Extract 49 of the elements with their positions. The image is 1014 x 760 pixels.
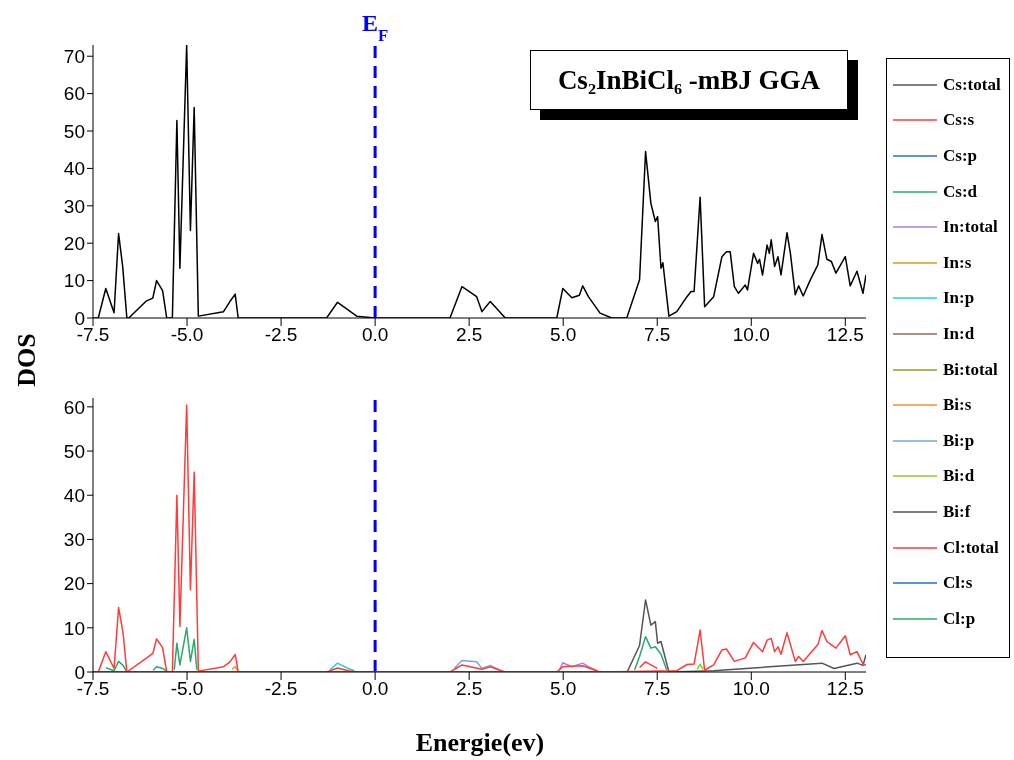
x-tick-label: 12.5: [826, 678, 864, 700]
legend-label: Bi:s: [943, 395, 972, 416]
x-tick-label: 2.5: [455, 324, 483, 346]
x-tick-label: -5.0: [170, 678, 204, 700]
legend-label: In:s: [943, 252, 972, 273]
y-tick-label: 30: [63, 529, 85, 551]
legend-label: In:total: [943, 217, 998, 238]
y-tick-label: 70: [63, 45, 85, 67]
legend-label: Bi:total: [943, 359, 998, 380]
x-tick-label: 2.5: [455, 678, 483, 700]
text: Cs₂InBiCl₆ -mBJ GGA: [530, 50, 848, 110]
y-tick-label: 50: [63, 120, 85, 142]
x-tick-label: 5.0: [549, 678, 577, 700]
legend-label: Bi:p: [943, 430, 975, 451]
legend-label: In:p: [943, 288, 975, 309]
legend-label: In:d: [943, 323, 975, 344]
x-tick-label: 0.0: [361, 324, 389, 346]
y-tick-label: 10: [63, 617, 85, 639]
y-axis-title: DOS: [12, 333, 42, 387]
x-tick-label: 10.0: [732, 678, 770, 700]
x-tick-label: 0.0: [361, 678, 389, 700]
x-axis-title: Energie(ev): [414, 728, 546, 758]
legend-label: Cs:total: [943, 74, 1001, 95]
legend-label: Cs:s: [943, 110, 975, 131]
y-tick-label: 50: [63, 440, 85, 462]
x-tick-label: 5.0: [549, 324, 577, 346]
legend-label: Cs:d: [943, 181, 978, 202]
x-tick-label: -5.0: [170, 324, 204, 346]
y-tick-label: 40: [63, 158, 85, 180]
y-tick-label: 30: [63, 195, 85, 217]
x-tick-label: 7.5: [644, 678, 671, 700]
y-tick-label: 20: [63, 232, 85, 254]
y-tick-label: 20: [63, 573, 85, 595]
legend-label: Cs:p: [943, 145, 978, 166]
legend-label: Cl:total: [943, 537, 999, 558]
x-tick-label: 12.5: [826, 324, 864, 346]
x-tick-label: 10.0: [732, 324, 770, 346]
legend-label: Bi:f: [943, 501, 971, 522]
ref-line-label: E$_{F}$: [361, 10, 389, 45]
x-tick-label: -2.5: [264, 678, 298, 700]
y-tick-label: 40: [63, 484, 85, 506]
legend-label: Bi:d: [943, 466, 975, 487]
y-tick-label: 10: [63, 270, 85, 292]
legend-label: Cl:p: [943, 608, 976, 629]
x-tick-label: -2.5: [264, 324, 298, 346]
y-tick-label: 60: [63, 396, 85, 418]
y-tick-label: 60: [63, 83, 85, 105]
legend-label: Cl:s: [943, 573, 973, 594]
x-tick-label: 7.5: [644, 324, 671, 346]
